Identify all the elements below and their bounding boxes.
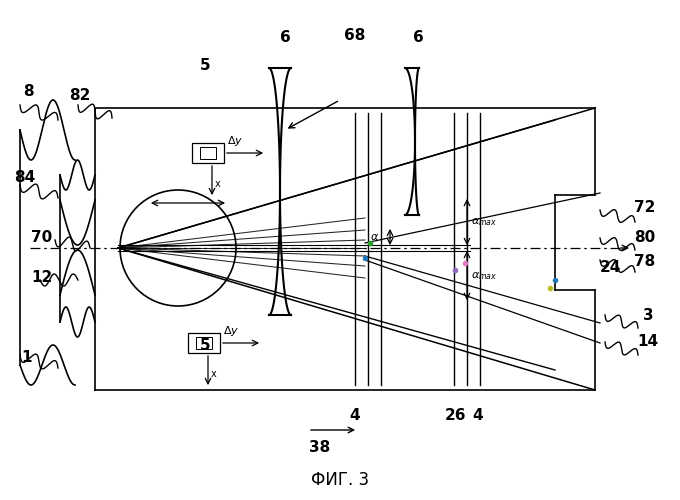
Text: 4: 4: [473, 408, 483, 422]
Text: 26: 26: [444, 408, 466, 422]
Bar: [196, 337, 212, 349]
Text: x: x: [211, 369, 217, 379]
Text: 24: 24: [599, 260, 621, 276]
Text: 68: 68: [344, 28, 366, 42]
Text: 38: 38: [309, 440, 330, 456]
Text: $\Delta y$: $\Delta y$: [223, 324, 239, 338]
Text: 5: 5: [200, 338, 210, 352]
Text: 14: 14: [637, 334, 658, 349]
Text: $\alpha$: $\alpha$: [370, 232, 379, 242]
Text: 6: 6: [413, 30, 424, 46]
Text: 6: 6: [279, 30, 290, 46]
Text: x: x: [215, 179, 221, 189]
Text: 8: 8: [22, 84, 33, 100]
Bar: [192, 143, 224, 163]
Text: 4: 4: [350, 408, 360, 422]
Bar: [200, 147, 216, 159]
Text: 1: 1: [22, 350, 32, 366]
Text: 84: 84: [14, 170, 35, 186]
Text: 72: 72: [634, 200, 656, 216]
Text: 70: 70: [31, 230, 52, 246]
Text: 78: 78: [634, 254, 656, 270]
Text: $\alpha_{max}$: $\alpha_{max}$: [471, 216, 497, 228]
Bar: [188, 333, 220, 353]
Text: 3: 3: [643, 308, 653, 322]
Text: 12: 12: [31, 270, 52, 285]
Text: 80: 80: [634, 230, 656, 246]
Text: $\Delta y$: $\Delta y$: [227, 134, 243, 148]
Text: 82: 82: [69, 88, 90, 102]
Text: $\alpha_{max}$: $\alpha_{max}$: [471, 270, 497, 282]
Text: ФИГ. 3: ФИГ. 3: [311, 471, 369, 489]
Text: 5: 5: [200, 58, 210, 72]
